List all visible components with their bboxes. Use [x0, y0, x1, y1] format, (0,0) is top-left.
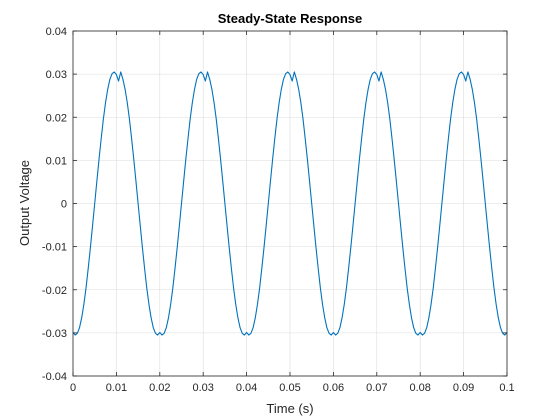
y-tick-label: -0.01 [42, 242, 67, 254]
y-tick-label: 0.02 [46, 112, 67, 124]
series-line [72, 71, 508, 336]
y-tick-label: -0.03 [42, 328, 67, 340]
x-tick-label: 0.06 [323, 382, 344, 394]
x-tick-label: 0.1 [499, 382, 514, 394]
y-tick-label: -0.04 [42, 371, 67, 383]
chart-title: Steady-State Response [218, 11, 363, 26]
y-tick-label: 0.04 [46, 26, 67, 38]
y-tick-label: -0.02 [42, 285, 67, 297]
x-tick-label: 0.01 [106, 382, 127, 394]
x-axis-ticks: 0 0.01 0.02 0.03 0.04 0.05 0.06 0.07 0.08 0.09 0.1 [70, 31, 515, 394]
x-tick-label: 0.09 [453, 382, 474, 394]
x-tick-label: 0.02 [149, 382, 170, 394]
y-tick-label: 0 [61, 199, 67, 211]
x-axis-label: Time (s) [266, 401, 313, 416]
x-tick-label: 0.07 [366, 382, 387, 394]
x-tick-label: 0.04 [236, 382, 257, 394]
y-tick-label: 0.01 [46, 155, 67, 167]
x-tick-label: 0.05 [279, 382, 300, 394]
y-axis-label: Output Voltage [17, 160, 32, 246]
series-layer [72, 71, 508, 336]
y-axis-ticks: -0.04 -0.03 -0.02 -0.01 0 0.01 0.02 0.03 0.04 [42, 26, 507, 383]
x-tick-label: 0 [70, 382, 76, 394]
x-tick-label: 0.03 [192, 382, 213, 394]
x-tick-label: 0.08 [409, 382, 430, 394]
y-tick-label: 0.03 [46, 69, 67, 81]
